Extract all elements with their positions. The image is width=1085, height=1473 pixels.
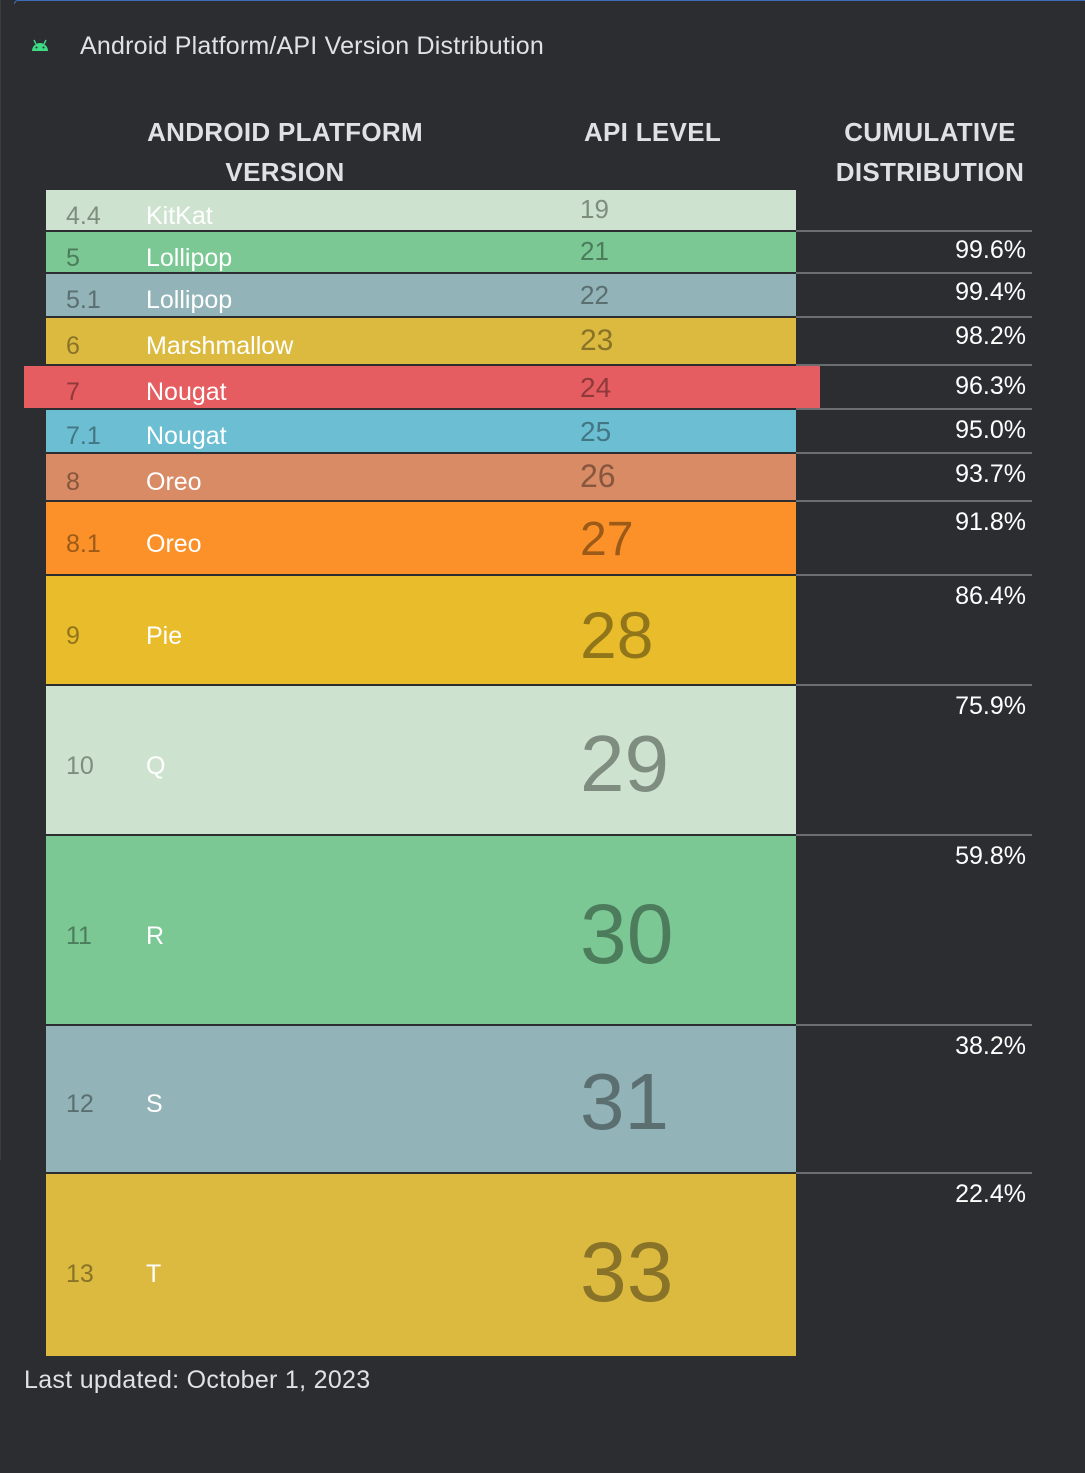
api-level-value: 30 <box>580 887 674 981</box>
row-divider <box>796 316 1032 318</box>
api-level-value: 28 <box>580 598 654 672</box>
row-divider <box>796 684 1032 686</box>
api-level-value: 19 <box>580 194 609 224</box>
cumulative-distribution-value: 93.7% <box>955 460 1026 488</box>
cumulative-distribution-value: 38.2% <box>955 1032 1026 1060</box>
header-platform-version: ANDROID PLATFORM VERSION <box>100 112 470 192</box>
row-divider <box>796 408 1032 410</box>
api-level-value: 33 <box>580 1225 674 1319</box>
platform-codename: S <box>146 1090 163 1118</box>
title-bar: Android Platform/API Version Distributio… <box>0 22 1085 72</box>
version-row-4-4[interactable]: 4.4 KitKat 19 <box>46 190 796 230</box>
version-row-12[interactable]: 12 S 31 <box>46 1026 796 1172</box>
header-cumulative-line1: CUMULATIVE <box>844 117 1016 147</box>
cumulative-distribution-value: 99.6% <box>955 236 1026 264</box>
window-edge <box>0 0 1 1160</box>
cumulative-distribution-value: 91.8% <box>955 508 1026 536</box>
version-row-8[interactable]: 8 Oreo 26 <box>46 454 796 500</box>
platform-version-number: 4.4 <box>66 202 101 230</box>
api-level-value: 25 <box>580 416 612 447</box>
header-cumulative-distribution: CUMULATIVE DISTRIBUTION <box>815 112 1045 192</box>
platform-codename: Lollipop <box>146 244 233 272</box>
platform-codename: Marshmallow <box>146 332 294 360</box>
cumulative-distribution-value: 99.4% <box>955 278 1026 306</box>
platform-codename: Nougat <box>146 378 227 406</box>
row-divider <box>796 452 1032 454</box>
version-row-8-1[interactable]: 8.1 Oreo 27 <box>46 502 796 574</box>
platform-version-number: 8.1 <box>66 530 101 558</box>
row-divider <box>796 364 1032 366</box>
version-row-9[interactable]: 9 Pie 28 <box>46 576 796 684</box>
window-border <box>14 0 1085 4</box>
cumulative-distribution-value: 59.8% <box>955 842 1026 870</box>
version-row-13[interactable]: 13 T 33 <box>46 1174 796 1356</box>
api-level-value: 26 <box>580 458 616 494</box>
version-row-6[interactable]: 6 Marshmallow 23 <box>46 318 796 364</box>
version-row-11[interactable]: 11 R 30 <box>46 836 796 1024</box>
version-row-7-1[interactable]: 7.1 Nougat 25 <box>46 410 796 452</box>
platform-version-number: 8 <box>66 468 80 496</box>
platform-codename: Nougat <box>146 422 227 450</box>
platform-version-number: 10 <box>66 752 94 780</box>
platform-version-number: 5 <box>66 244 80 272</box>
platform-version-number: 9 <box>66 622 80 650</box>
row-divider <box>796 834 1032 836</box>
platform-codename: Oreo <box>146 468 202 496</box>
row-divider <box>796 574 1032 576</box>
version-row-5[interactable]: 5 Lollipop 21 <box>46 232 796 272</box>
last-updated-text: Last updated: October 1, 2023 <box>24 1366 371 1394</box>
cumulative-distribution-value: 75.9% <box>955 692 1026 720</box>
version-row-5-1[interactable]: 5.1 Lollipop 22 <box>46 274 796 316</box>
platform-codename: KitKat <box>146 202 213 230</box>
row-divider <box>796 272 1032 274</box>
api-level-value: 23 <box>580 324 614 357</box>
platform-codename: Pie <box>146 622 183 650</box>
platform-codename: Q <box>146 752 166 780</box>
android-icon <box>32 39 48 51</box>
window-title: Android Platform/API Version Distributio… <box>80 32 544 60</box>
platform-version-number: 5.1 <box>66 286 101 314</box>
platform-codename: R <box>146 922 165 950</box>
row-divider <box>796 230 1032 232</box>
cumulative-distribution-value: 86.4% <box>955 582 1026 610</box>
api-level-value: 22 <box>580 280 609 310</box>
version-row-10[interactable]: 10 Q 29 <box>46 686 796 834</box>
row-divider <box>796 1024 1032 1026</box>
version-row-7[interactable]: 7 Nougat 24 <box>24 366 820 408</box>
platform-version-number: 11 <box>66 922 92 950</box>
api-level-value: 21 <box>580 236 609 266</box>
platform-version-number: 6 <box>66 332 80 360</box>
platform-codename: Lollipop <box>146 286 233 314</box>
platform-version-number: 7 <box>66 378 80 406</box>
platform-version-number: 12 <box>66 1090 94 1118</box>
platform-codename: Oreo <box>146 530 202 558</box>
cumulative-distribution-value: 95.0% <box>955 416 1026 444</box>
cumulative-distribution-value: 98.2% <box>955 322 1026 350</box>
platform-version-number: 13 <box>66 1260 94 1288</box>
header-cumulative-line2: DISTRIBUTION <box>835 157 1025 187</box>
header-platform-line1: ANDROID PLATFORM <box>147 117 423 147</box>
api-level-value: 24 <box>580 372 612 403</box>
platform-codename: T <box>146 1260 162 1288</box>
header-platform-line2: VERSION <box>225 157 345 187</box>
platform-version-number: 7.1 <box>66 422 101 450</box>
row-divider <box>796 500 1032 502</box>
header-api-level: API LEVEL <box>583 117 722 147</box>
row-divider <box>796 1172 1032 1174</box>
api-level-value: 31 <box>580 1057 669 1146</box>
cumulative-distribution-value: 96.3% <box>955 372 1026 400</box>
api-level-value: 29 <box>580 719 669 808</box>
api-level-value: 27 <box>580 513 634 566</box>
cumulative-distribution-value: 22.4% <box>955 1180 1026 1208</box>
